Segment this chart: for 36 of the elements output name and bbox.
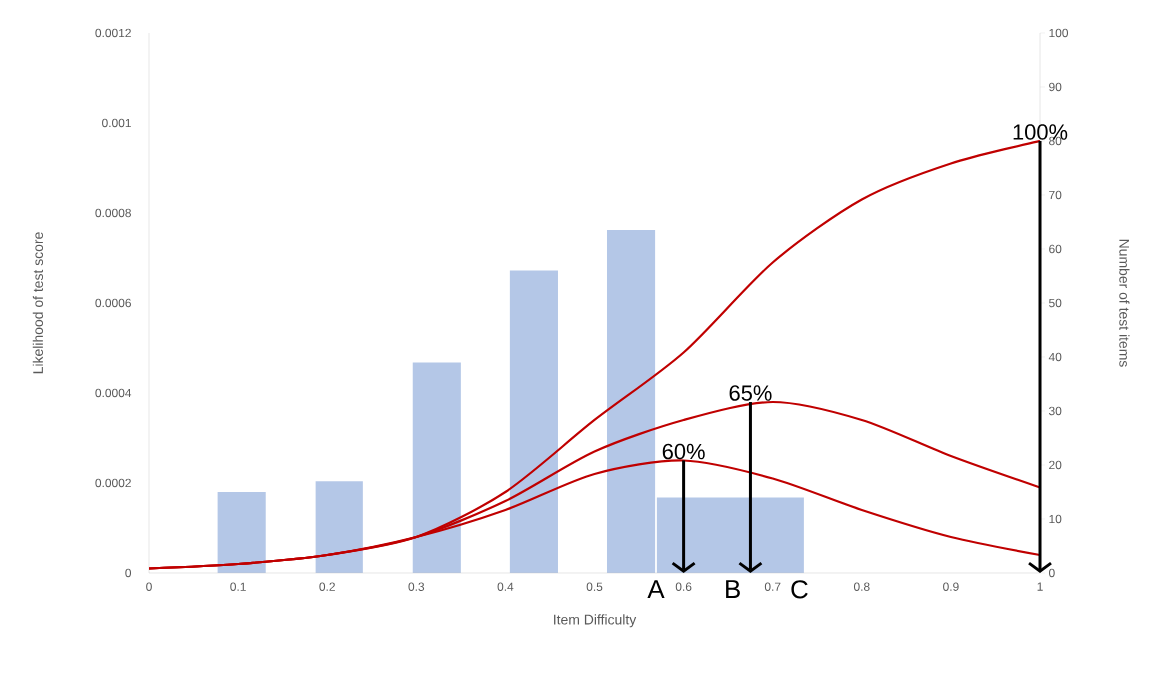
y2-tick-label: 20	[1049, 460, 1062, 470]
annotation: B	[726, 580, 740, 599]
x-tick-label: 0.3	[408, 582, 425, 591]
y2-tick-label: 70	[1049, 190, 1062, 200]
y-tick-label: 0.0004	[95, 388, 132, 398]
y-tick-label: 0.0002	[95, 478, 131, 488]
x-tick-label: 1	[1037, 582, 1043, 591]
y-tick-label: 0	[125, 568, 132, 578]
x-tick-label: 0.5	[586, 582, 603, 591]
annotation: 60%	[662, 443, 705, 460]
x-tick-label: 0	[146, 582, 152, 591]
x-axis-title: Item Difficulty	[554, 614, 637, 628]
y2-tick-label: 50	[1049, 298, 1062, 308]
y2-tick-label: 40	[1048, 352, 1062, 362]
annotation: 65%	[729, 385, 772, 401]
annotation: C	[791, 580, 808, 599]
y2-tick-label: 100	[1049, 28, 1069, 38]
x-tick-label: 0.1	[230, 582, 246, 591]
y2-axis-title: Number of test items	[1119, 239, 1130, 367]
y-tick-label: 0.0012	[95, 28, 131, 38]
y2-tick-label: 60	[1049, 244, 1062, 254]
x-tick-label: 0.7	[764, 582, 781, 591]
y-axis-title: Likelihood of test score	[32, 232, 44, 374]
y2-tick-label: 30	[1048, 406, 1062, 416]
y-tick-label: 0.001	[102, 118, 131, 128]
x-tick-label: 0.8	[853, 582, 870, 591]
x-tick-label: 0.6	[675, 582, 692, 591]
y2-tick-label: 0	[1049, 568, 1055, 578]
y2-tick-label: 90	[1049, 82, 1062, 92]
x-tick-label: 0.4	[497, 582, 514, 591]
y2-tick-label: 10	[1049, 514, 1062, 524]
y-tick-label: 0.0006	[95, 298, 131, 308]
annotation: A	[647, 580, 665, 599]
y-tick-label: 0.0008	[95, 208, 131, 218]
x-tick-label: 0.2	[319, 582, 335, 591]
x-tick-label: 0.9	[943, 582, 959, 591]
